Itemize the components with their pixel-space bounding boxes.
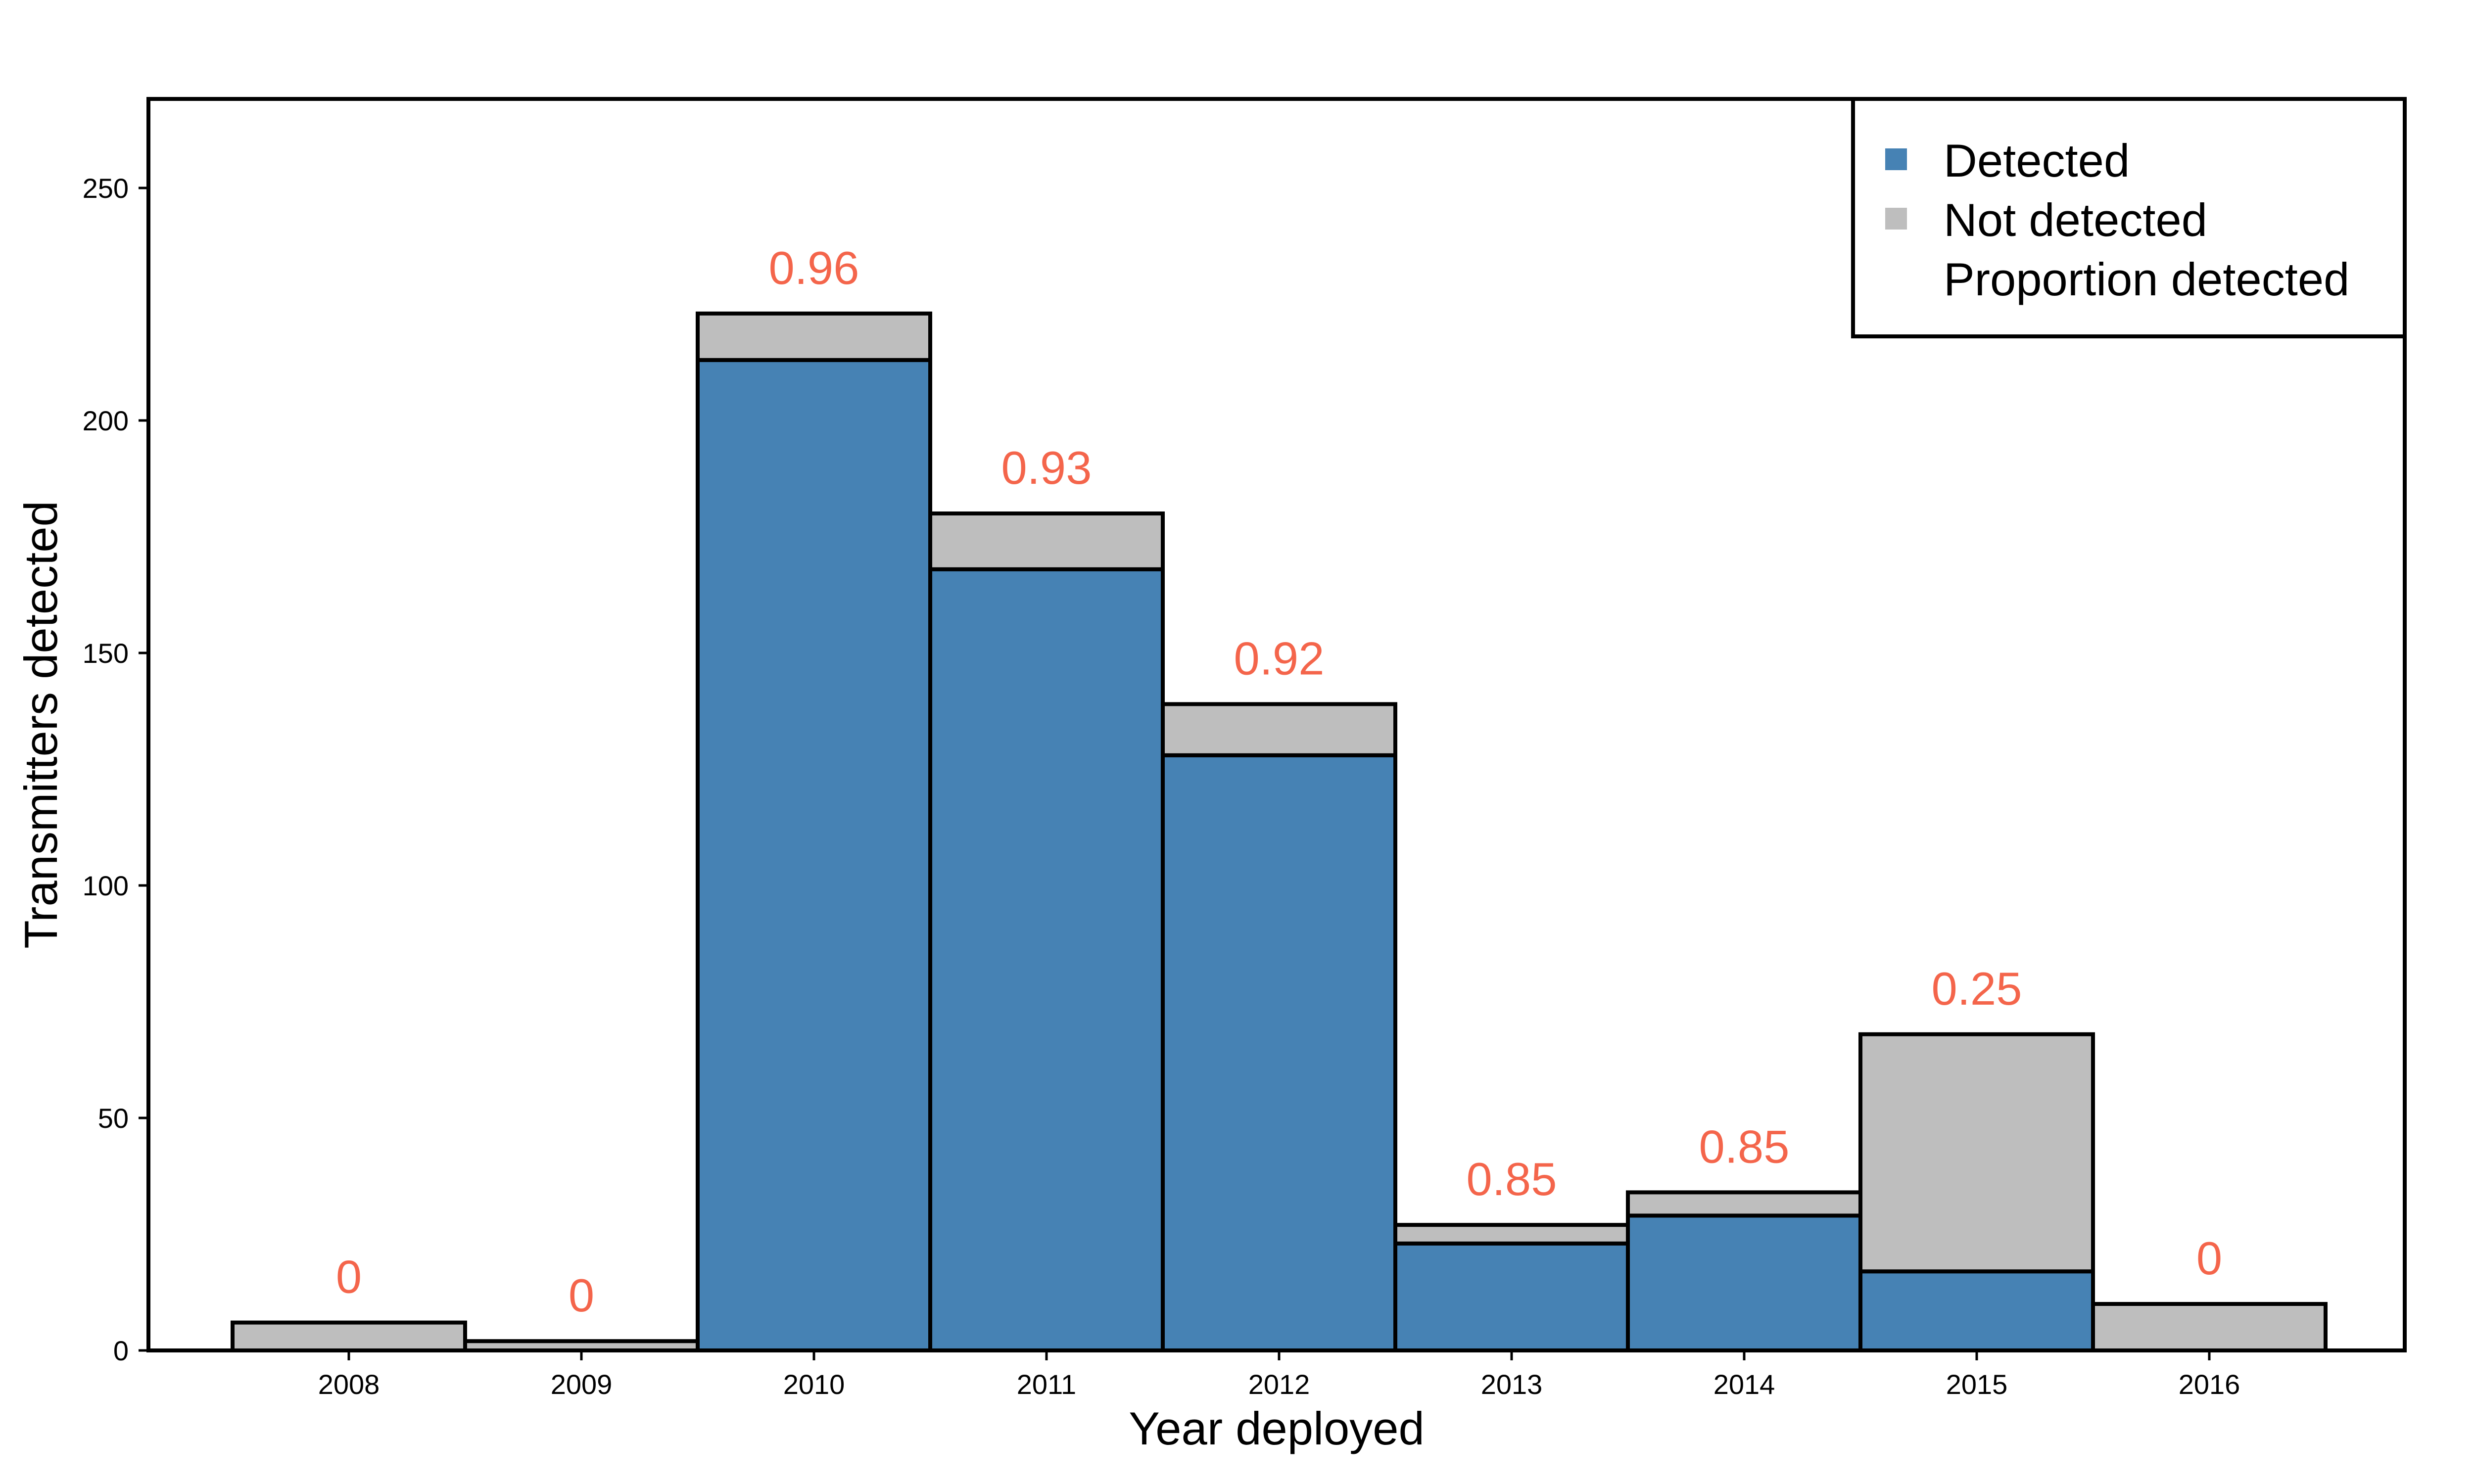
x-axis-title: Year deployed [1129,1402,1425,1454]
y-tick-label-50: 50 [98,1103,129,1134]
x-tick-label-2011: 2011 [1017,1369,1076,1400]
bar-not-detected-2010 [696,311,932,362]
bars-group [231,311,2328,1353]
legend-label-proportion-detected: Proportion detected [1944,253,2349,305]
legend: Detected Not detected Proportion detecte… [1851,97,2407,338]
legend-label-not-detected: Not detected [1944,194,2207,246]
y-tick-label-100: 100 [83,870,129,901]
bar-detected-2015 [1858,1269,2095,1352]
proportion-label-2011: 0.93 [1001,442,1092,494]
bar-not-detected-2011 [928,511,1165,571]
x-tick-label-2016: 2016 [2179,1369,2240,1400]
bar-not-detected-2013 [1393,1223,1630,1246]
proportion-label-2013: 0.85 [1467,1153,1557,1205]
x-tick-label-2014: 2014 [1713,1369,1775,1400]
x-tick-label-2008: 2008 [318,1369,380,1400]
x-tick-label-2010: 2010 [783,1369,845,1400]
legend-label-detected: Detected [1944,135,2130,186]
proportion-labels-group: 0 0 0.96 0.93 0.92 0.85 0.85 0.25 0 [336,242,2222,1321]
legend-swatch-not-detected [1885,208,1907,230]
proportion-label-2008: 0 [336,1251,362,1303]
bar-not-detected-2012 [1161,702,1397,757]
bar-detected-2010 [696,358,932,1352]
y-tick-label-150: 150 [83,638,129,669]
bar-detected-2014 [1626,1213,1862,1352]
proportion-label-2015: 0.25 [1932,963,2022,1015]
x-tick-label-2009: 2009 [551,1369,613,1400]
proportion-label-2016: 0 [2196,1232,2222,1284]
bar-detected-2012 [1161,753,1397,1352]
y-axis-title: Transmitters detected [15,501,67,949]
legend-swatch-detected [1885,148,1907,170]
legend-box [1851,97,2407,338]
x-tick-label-2013: 2013 [1481,1369,1543,1400]
bar-detected-2013 [1393,1241,1630,1353]
bar-not-detected-2014 [1626,1190,1862,1218]
y-tick-label-200: 200 [83,405,129,436]
x-tick-label-2012: 2012 [1248,1369,1310,1400]
proportion-label-2009: 0 [569,1269,594,1321]
y-axis: 0 50 100 150 200 250 [83,173,148,1366]
y-tick-label-250: 250 [83,173,129,204]
bar-not-detected-2008 [231,1320,467,1353]
proportion-label-2010: 0.96 [769,242,859,294]
proportion-label-2014: 0.85 [1699,1120,1790,1172]
x-tick-label-2015: 2015 [1946,1369,2008,1400]
y-tick-label-0: 0 [113,1335,129,1366]
bar-not-detected-2016 [2091,1302,2328,1352]
bar-detected-2011 [928,567,1165,1352]
bar-not-detected-2015 [1858,1032,2095,1274]
proportion-label-2012: 0.92 [1234,632,1325,684]
plot-frame [146,97,2407,1352]
